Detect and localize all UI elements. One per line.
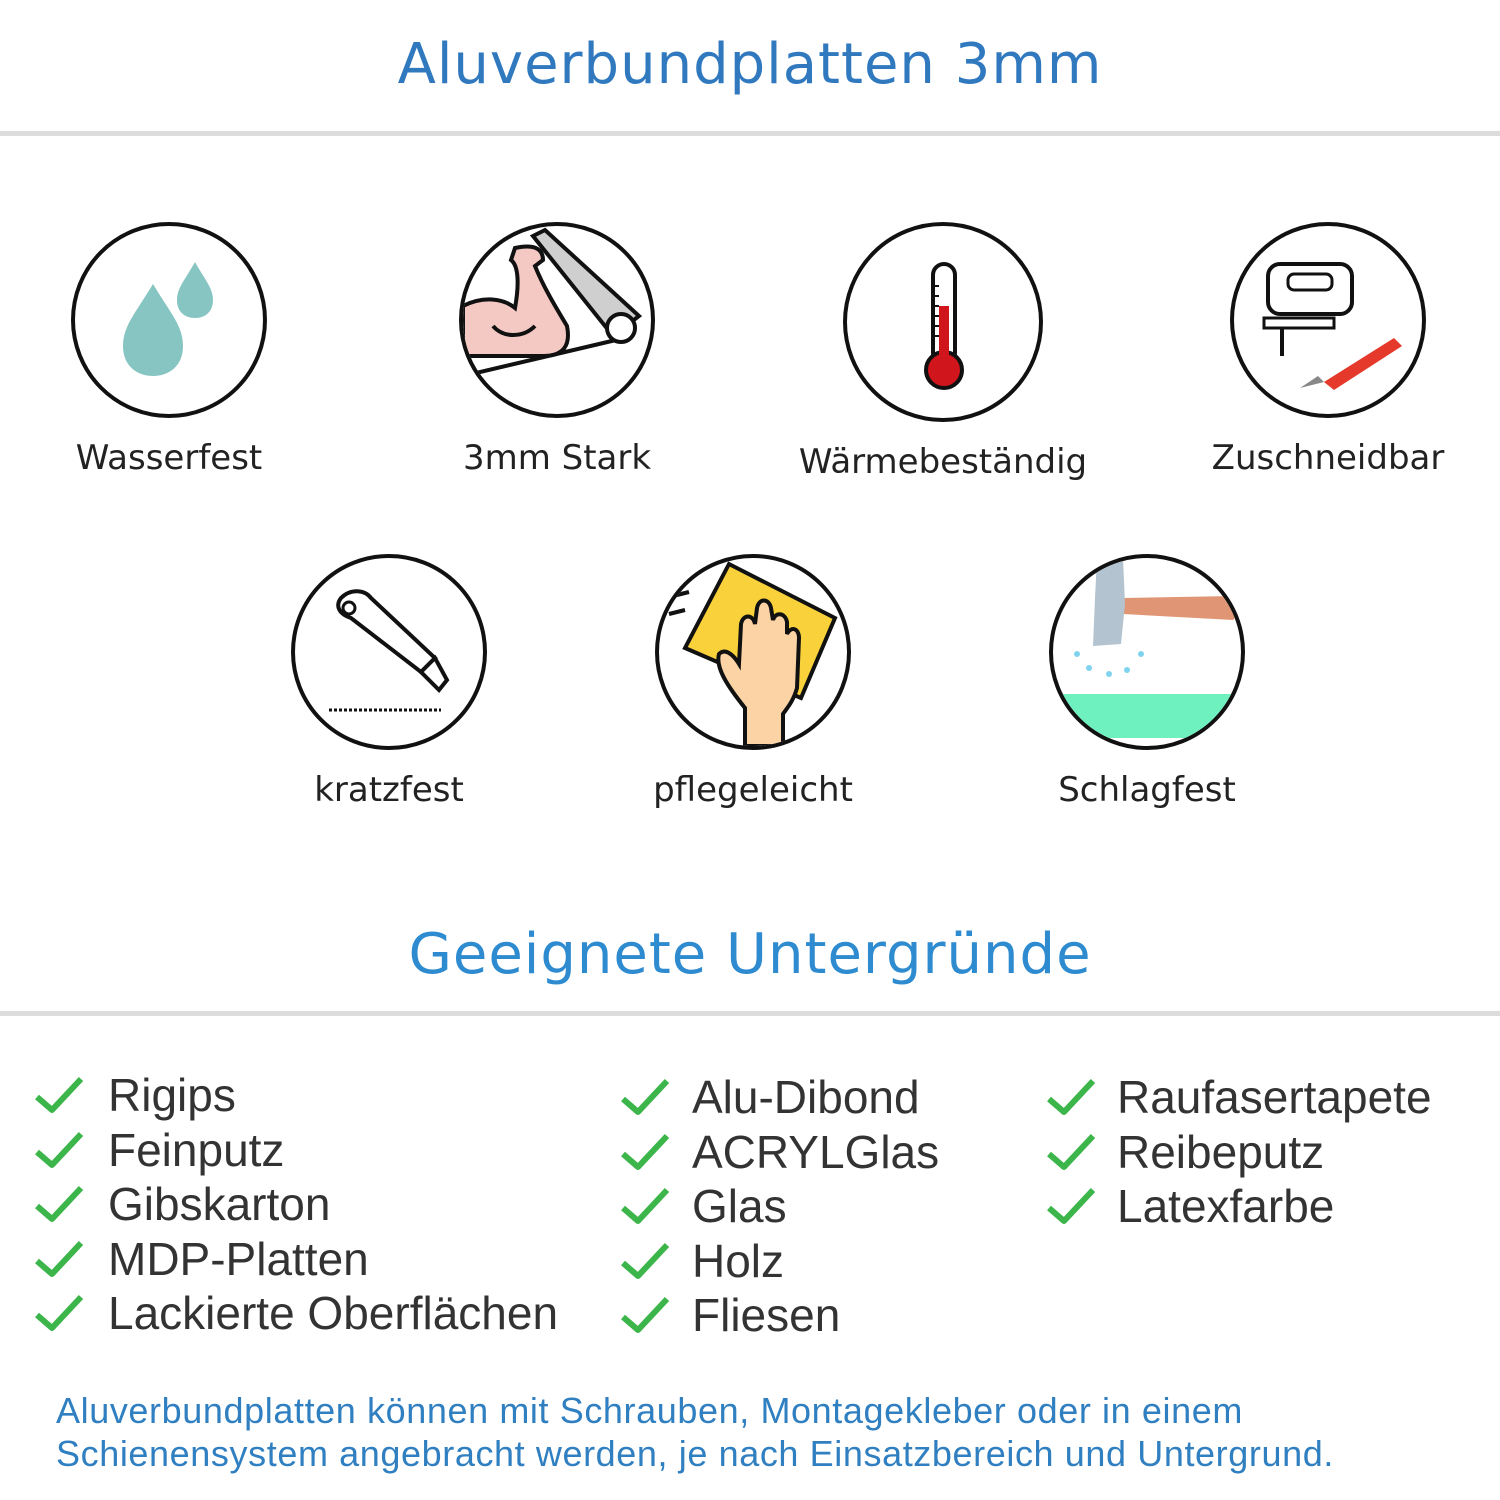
item-label: Rigips (108, 1069, 236, 1121)
item-label: MDP-Platten (108, 1232, 369, 1285)
feature-label: 3mm Stark (462, 438, 652, 478)
list-item: Lackierte Oberflächen (34, 1286, 558, 1341)
mounting-note: Aluverbundplatten können mit Schrauben, … (56, 1389, 1334, 1475)
item-label: Gibskarton (108, 1178, 331, 1230)
section-title: Geeignete Untergründe (408, 922, 1092, 987)
list-item: Gibskarton (34, 1177, 558, 1232)
list-item: Reibeputz (1046, 1125, 1432, 1180)
list-item: Alu-Dibond (620, 1070, 939, 1125)
list-item: Feinputz (34, 1123, 558, 1178)
item-label: Alu-Dibond (692, 1071, 920, 1123)
note-line-1: Aluverbundplatten können mit Schrauben, … (56, 1390, 1243, 1431)
flexed-arm-icon (459, 222, 655, 418)
cleaning-hand-icon (655, 554, 851, 750)
feature-waermebestaendig: Wärmebeständig (793, 222, 1093, 482)
item-label: ACRYLGlas (692, 1125, 940, 1178)
check-icon (34, 1184, 84, 1224)
page-title: Aluverbundplatten 3mm (397, 32, 1103, 97)
feature-label: Zuschneidbar (1211, 438, 1445, 478)
feature-label: Schlagfest (1058, 770, 1236, 810)
surface-list-1: Rigips Feinputz Gibskarton MDP-Platten L… (34, 1068, 558, 1341)
item-label: Latexfarbe (1117, 1180, 1335, 1232)
check-icon (620, 1077, 670, 1117)
check-icon (620, 1186, 670, 1226)
list-item: Raufasertapete (1046, 1070, 1432, 1125)
list-item: ACRYLGlas (620, 1125, 939, 1180)
item-label: Feinputz (108, 1123, 285, 1176)
feature-3mm-stark: 3mm Stark (407, 222, 707, 478)
check-icon (620, 1132, 670, 1172)
list-item: MDP-Platten (34, 1232, 558, 1287)
surface-list-2: Alu-Dibond ACRYLGlas Glas Holz Fliesen (620, 1070, 939, 1343)
feature-label: pflegeleicht (653, 770, 853, 810)
feature-label: Wasserfest (75, 438, 263, 478)
item-label: Lackierte Oberflächen (108, 1287, 559, 1339)
check-icon (1046, 1186, 1096, 1226)
item-label: Fliesen (692, 1289, 841, 1341)
list-item: Holz (620, 1234, 939, 1289)
item-label: Glas (692, 1180, 787, 1232)
check-icon (1046, 1132, 1096, 1172)
surface-list-3: Raufasertapete Reibeputz Latexfarbe (1046, 1070, 1432, 1234)
feature-label: Wärmebeständig (798, 442, 1088, 482)
cutter-knife-icon (291, 554, 487, 750)
list-item: Glas (620, 1179, 939, 1234)
water-drops-icon (71, 222, 267, 418)
divider (0, 1011, 1500, 1016)
check-icon (34, 1293, 84, 1333)
check-icon (34, 1130, 84, 1170)
item-label: Raufasertapete (1117, 1071, 1432, 1123)
divider (0, 131, 1500, 136)
hammer-icon (1049, 554, 1245, 750)
thermometer-icon (843, 222, 1043, 422)
feature-kratzfest: kratzfest (239, 554, 539, 810)
note-line-2: Schienensystem angebracht werden, je nac… (56, 1433, 1334, 1474)
list-item: Rigips (34, 1068, 558, 1123)
list-item: Latexfarbe (1046, 1179, 1432, 1234)
item-label: Reibeputz (1117, 1125, 1325, 1178)
check-icon (34, 1239, 84, 1279)
check-icon (620, 1241, 670, 1281)
check-icon (620, 1295, 670, 1335)
feature-pflegeleicht: pflegeleicht (603, 554, 903, 810)
feature-label: kratzfest (314, 770, 464, 810)
list-item: Fliesen (620, 1288, 939, 1343)
feature-wasserfest: Wasserfest (19, 222, 319, 478)
feature-schlagfest: Schlagfest (997, 554, 1297, 810)
item-label: Holz (692, 1234, 785, 1287)
check-icon (1046, 1077, 1096, 1117)
jigsaw-icon (1230, 222, 1426, 418)
check-icon (34, 1075, 84, 1115)
feature-zuschneidbar: Zuschneidbar (1178, 222, 1478, 478)
